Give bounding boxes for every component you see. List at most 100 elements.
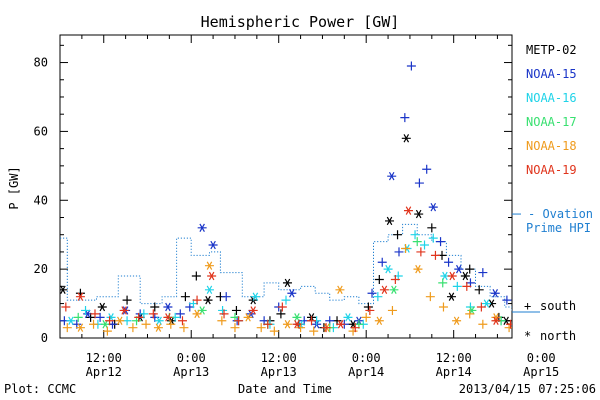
x-tick-label-time: 12:00 [86,351,122,365]
legend-item: NOAA-18 [526,139,577,153]
ovation-hpi-line [60,223,512,311]
marker-key-symbol: + [524,299,531,313]
noaa-15-south-point [414,178,424,188]
metp-02-south-point [150,302,160,312]
noaa-19-north-point [75,292,85,301]
noaa-15-north-point [490,289,500,298]
noaa-19-south-point [177,316,187,326]
noaa-17-north-point [100,320,110,329]
noaa-16-south-point [452,281,462,291]
metp-02-south-point [393,230,403,240]
noaa-16-north-point [343,313,353,322]
metp-02-north-point [401,134,411,143]
noaa-15-north-point [387,171,397,181]
metp-02-south-point [518,320,527,329]
noaa-18-north-point [115,316,125,325]
noaa-18-north-point [335,285,345,295]
noaa-16-north-point [154,316,164,325]
noaa-18-south-point [401,243,411,253]
noaa-18-south-point [166,319,176,329]
noaa-15-south-point [436,237,446,247]
metp-02-south-point [231,305,241,315]
noaa-17-north-point [389,285,399,295]
x-tick-label-date: Apr12 [86,365,122,379]
noaa-19-north-point [447,271,457,281]
legend-item: NOAA-17 [526,115,577,129]
noaa-19-north-point [336,320,346,329]
x-tick-label-date: Apr15 [523,365,559,379]
noaa-18-south-point [62,323,72,333]
noaa-15-south-point [377,257,387,267]
metp-02-north-point [414,209,424,219]
noaa-16-north-point [66,316,76,325]
noaa-18-south-point [478,319,488,329]
noaa-16-south-point [410,230,420,240]
noaa-18-north-point [452,316,462,325]
noaa-18-south-point [425,292,435,302]
noaa-19-north-point [248,306,258,315]
noaa-15-south-point [367,288,377,298]
metp-02-north-point [282,278,292,288]
legend-item: METP-02 [526,43,577,57]
marker-key-label: south [540,299,576,313]
noaa-19-south-point [148,309,158,319]
noaa-15-north-point [208,240,218,250]
noaa-19-south-point [506,319,512,329]
footer-right: 2013/04/15 07:25:06 [459,382,596,396]
noaa-15-south-point [221,292,231,302]
noaa-16-north-point [250,292,260,301]
noaa-17-south-point [412,237,422,247]
noaa-18-north-point [75,323,85,332]
noaa-19-south-point [321,323,331,333]
noaa-15-north-point [287,289,297,298]
noaa-19-north-point [491,316,501,325]
noaa-18-south-point [230,323,240,333]
noaa-18-south-point [141,319,151,329]
noaa-18-south-point [89,319,99,329]
metp-02-north-point [60,285,68,295]
noaa-15-south-point [394,247,404,257]
noaa-19-south-point [234,316,244,326]
noaa-15-north-point [197,223,207,233]
noaa-16-north-point [204,285,214,295]
metp-02-south-point [535,313,544,322]
metp-02-south-point [427,223,437,233]
metp-02-north-point [167,316,177,325]
noaa-18-south-point [465,309,475,319]
noaa-16-north-point [481,299,491,308]
noaa-18-south-point [102,326,112,336]
noaa-18-north-point [413,264,423,274]
noaa-19-south-point [350,323,360,333]
noaa-19-south-point [307,316,317,326]
noaa-15-south-point [175,309,185,319]
noaa-18-south-point [387,305,397,315]
x-tick-label-date: Apr13 [173,365,209,379]
x-tick-label-date: Apr14 [436,365,472,379]
metp-02-south-point [180,292,190,302]
noaa-15-south-point [502,295,512,305]
noaa-15-south-point [444,257,454,267]
noaa-18-north-point [153,323,163,332]
footer-left: Plot: CCMC [4,382,76,396]
x-axis-label: Date and Time [238,382,332,396]
y-tick-label: 80 [34,56,48,70]
noaa-15-south-point [406,61,416,71]
metp-02-north-point [97,302,107,312]
noaa-15-south-point [513,316,522,325]
noaa-18-south-point [361,312,371,322]
noaa-19-north-point [163,313,173,322]
y-tick-label: 60 [34,124,48,138]
noaa-19-north-point [292,320,302,329]
marker-key-label: north [540,329,576,343]
x-tick-label-time: 12:00 [261,351,297,365]
noaa-15-south-point [478,268,488,278]
noaa-19-north-point [119,306,129,315]
noaa-18-south-point [309,326,319,336]
noaa-18-south-point [256,323,266,333]
noaa-18-south-point [128,323,138,333]
noaa-19-south-point [390,274,400,284]
metp-02-south-point [122,295,132,305]
metp-02-north-point [385,216,395,226]
noaa-16-south-point [81,305,91,315]
